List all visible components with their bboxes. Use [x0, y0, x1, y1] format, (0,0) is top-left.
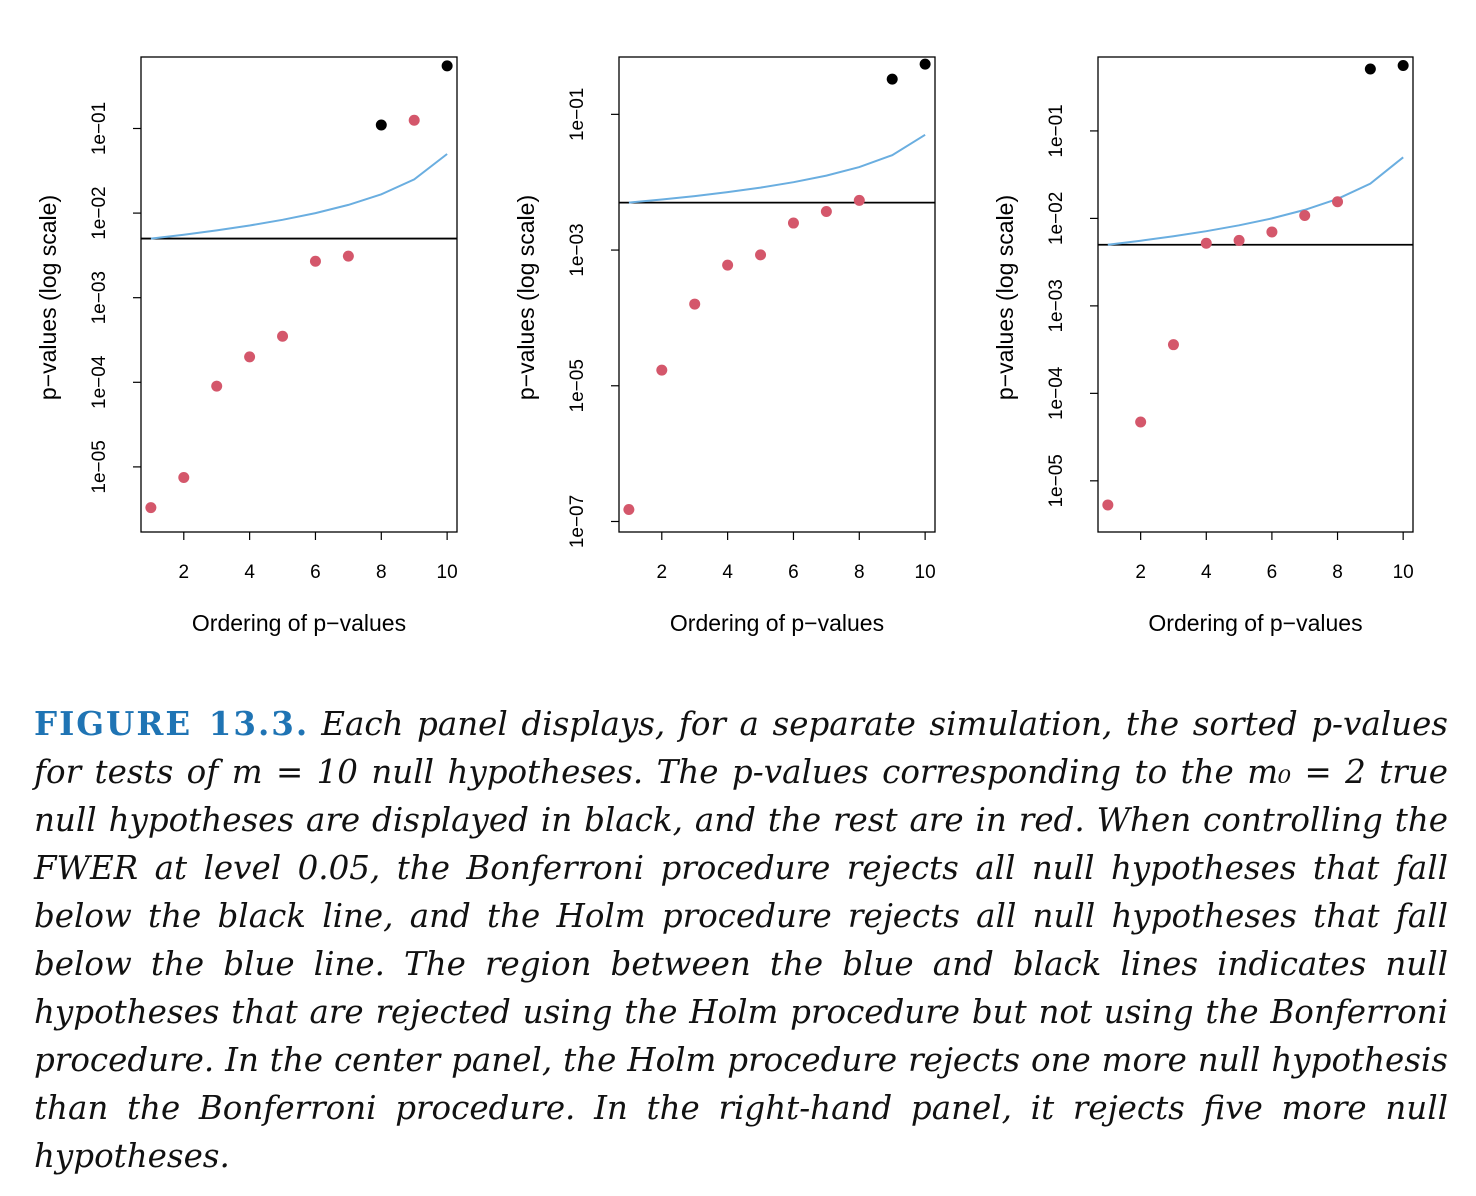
y-tick-label: 1e−02: [1046, 192, 1067, 245]
chart-panel-3: 2 4 6 8 10 1e−05 1e−04 1e−03 1e−02 1e−01 Ordering …: [992, 56, 1414, 636]
false-null-point: [787, 217, 799, 229]
true-null-point: [919, 58, 931, 70]
false-null-point: [1332, 196, 1344, 208]
y-tick-label: 1e−01: [1046, 104, 1067, 157]
y-axis-label: p−values (log scale): [35, 195, 61, 400]
false-null-point: [277, 330, 289, 342]
true-null-point: [1364, 63, 1376, 75]
false-null-point: [1299, 209, 1311, 221]
false-null-point: [1167, 339, 1179, 351]
false-null-point: [244, 351, 256, 363]
x-tick-label: 4: [244, 562, 255, 583]
true-null-point: [1397, 59, 1409, 71]
false-null-point: [820, 206, 832, 218]
true-null-point: [375, 119, 387, 131]
y-tick-label: 1e−03: [1046, 279, 1067, 332]
x-tick-label: 10: [437, 562, 458, 583]
false-null-point: [1200, 237, 1212, 249]
y-tick-label: 1e−05: [1046, 454, 1067, 507]
x-axis-label: Ordering of p−values: [192, 610, 406, 636]
y-tick-label: 1e−01: [89, 102, 110, 155]
false-null-point: [178, 471, 190, 483]
y-tick-label: 1e−03: [89, 271, 110, 324]
false-null-point: [1233, 234, 1245, 246]
x-tick-label: 2: [657, 562, 668, 583]
x-tick-label: 6: [788, 562, 799, 583]
chart-panel-1: 2 4 6 8 10 1e−05 1e−04 1e−03 1e−02 1e−01 Ordering …: [35, 56, 458, 636]
x-axis-label: Ordering of p−values: [1148, 610, 1362, 636]
false-null-point: [623, 504, 635, 516]
false-null-point: [1135, 416, 1147, 428]
true-null-point: [886, 73, 898, 85]
false-null-point: [342, 250, 354, 262]
x-axis-label: Ordering of p−values: [670, 610, 884, 636]
y-tick-label: 1e−04: [89, 355, 110, 409]
false-null-point: [211, 380, 223, 392]
chart-svg: 2 4 6 8 10 1e−05 1e−04 1e−03 1e−02 1e−01 Ordering …: [35, 56, 1414, 636]
plot-frame: [618, 56, 936, 533]
y-tick-label: 1e−04: [1046, 366, 1067, 420]
false-null-point: [408, 114, 420, 126]
plot-frame: [140, 56, 458, 533]
false-null-point: [755, 249, 767, 261]
x-tick-label: 6: [310, 562, 321, 583]
x-tick-label: 10: [1393, 562, 1414, 583]
false-null-point: [853, 194, 865, 206]
y-tick-label: 1e−03: [567, 223, 588, 276]
y-tick-label: 1e−05: [89, 440, 110, 493]
y-tick-label: 1e−07: [567, 495, 588, 548]
false-null-point: [1102, 499, 1114, 511]
y-tick-label: 1e−05: [567, 359, 588, 412]
x-tick-label: 10: [915, 562, 936, 583]
x-tick-label: 8: [1332, 562, 1343, 583]
figure-caption: FIGURE 13.3. Each panel displays, for a s…: [34, 700, 1448, 1180]
holm-line: [1107, 156, 1404, 246]
y-axis-label: p−values (log scale): [992, 195, 1018, 400]
plot-frame: [1097, 56, 1414, 533]
x-tick-label: 6: [1267, 562, 1278, 583]
x-tick-label: 4: [1201, 562, 1212, 583]
x-tick-label: 4: [722, 562, 733, 583]
holm-line: [628, 133, 926, 204]
y-tick-label: 1e−01: [567, 88, 588, 141]
y-tick-label: 1e−02: [89, 186, 110, 239]
false-null-point: [145, 502, 157, 514]
true-null-point: [441, 60, 453, 72]
chart-panel-2: 2 4 6 8 10 1e−07 1e−05 1e−03 1e−01 Ordering of p−…: [513, 56, 936, 636]
holm-line: [150, 153, 448, 240]
figure-panels: 2 4 6 8 10 1e−05 1e−04 1e−03 1e−02 1e−01 Ordering …: [35, 56, 1414, 636]
caption-label: FIGURE 13.3.: [34, 704, 310, 743]
false-null-point: [1266, 226, 1278, 238]
false-null-point: [656, 364, 668, 376]
x-tick-label: 8: [854, 562, 865, 583]
false-null-point: [689, 298, 701, 310]
x-tick-label: 2: [179, 562, 190, 583]
x-tick-label: 2: [1135, 562, 1146, 583]
false-null-point: [722, 259, 734, 271]
false-null-point: [309, 255, 321, 267]
caption-text: Each panel displays, for a separate simu…: [34, 705, 1448, 1175]
x-tick-label: 8: [376, 562, 387, 583]
y-axis-label: p−values (log scale): [513, 195, 539, 400]
